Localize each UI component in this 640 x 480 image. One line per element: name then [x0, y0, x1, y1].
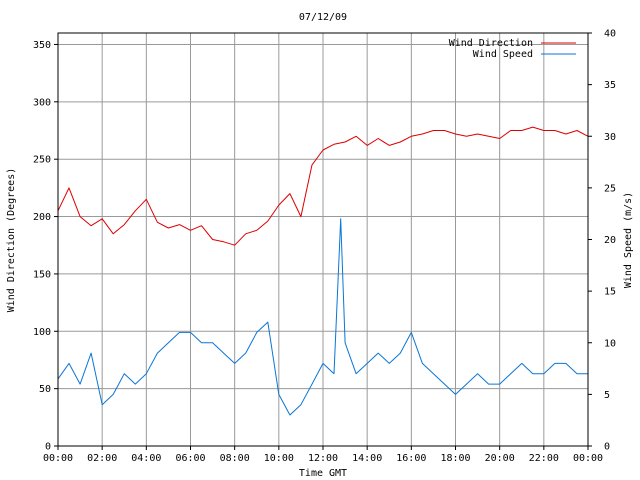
- x-tick-label: 04:00: [131, 453, 161, 464]
- wind-speed-line: [57, 218, 588, 416]
- y-right-tick-label: 10: [604, 338, 616, 349]
- x-tick-label: 18:00: [440, 453, 470, 464]
- y-right-tick-label: 20: [604, 235, 616, 246]
- legend-label-speed: Wind Speed: [473, 49, 533, 60]
- x-tick-label: 00:00: [43, 453, 73, 464]
- legend: Wind Direction Wind Speed: [449, 38, 576, 60]
- y-left-tick-label: 50: [39, 384, 51, 395]
- wind-direction-line: [57, 126, 589, 246]
- x-tick-label: 14:00: [352, 453, 382, 464]
- ticks: 00:00 02:00 04:00 06:00 08:00 10:00 12:00 14:00…: [33, 29, 616, 465]
- x-tick-label: 12:00: [308, 453, 338, 464]
- y-left-tick-label: 150: [33, 269, 51, 280]
- y-left-tick-label: 200: [33, 212, 51, 223]
- x-axis-label: Time GMT: [299, 468, 347, 479]
- y-left-tick-label: 100: [33, 327, 51, 338]
- y-right-tick-label: 0: [604, 442, 610, 453]
- y-right-tick-label: 40: [604, 29, 616, 40]
- x-tick-label: 06:00: [175, 453, 205, 464]
- x-tick-label: 02:00: [87, 453, 117, 464]
- x-tick-label: 10:00: [264, 453, 294, 464]
- y-left-tick-label: 350: [33, 40, 51, 51]
- y-right-tick-label: 30: [604, 132, 616, 143]
- x-tick-label: 16:00: [396, 453, 426, 464]
- y-right-tick-label: 25: [604, 183, 616, 194]
- x-tick-label: 20:00: [485, 453, 515, 464]
- x-tick-label: 00:00: [573, 453, 603, 464]
- x-tick-label: 22:00: [529, 453, 559, 464]
- legend-label-direction: Wind Direction: [449, 38, 533, 49]
- y-left-tick-label: 300: [33, 97, 51, 108]
- grid: [58, 33, 588, 446]
- y-left-tick-label: 0: [45, 442, 51, 453]
- y-right-tick-label: 35: [604, 80, 616, 91]
- series-layer: [57, 126, 589, 416]
- y-right-tick-label: 15: [604, 287, 616, 298]
- x-tick-label: 08:00: [220, 453, 250, 464]
- y-right-tick-label: 5: [604, 390, 610, 401]
- y-axis-left-label: Wind Direction (Degrees): [6, 168, 17, 313]
- chart-title: 07/12/09: [299, 12, 347, 23]
- y-axis-right-label: Wind Speed (m/s): [623, 192, 634, 288]
- y-left-tick-label: 250: [33, 155, 51, 166]
